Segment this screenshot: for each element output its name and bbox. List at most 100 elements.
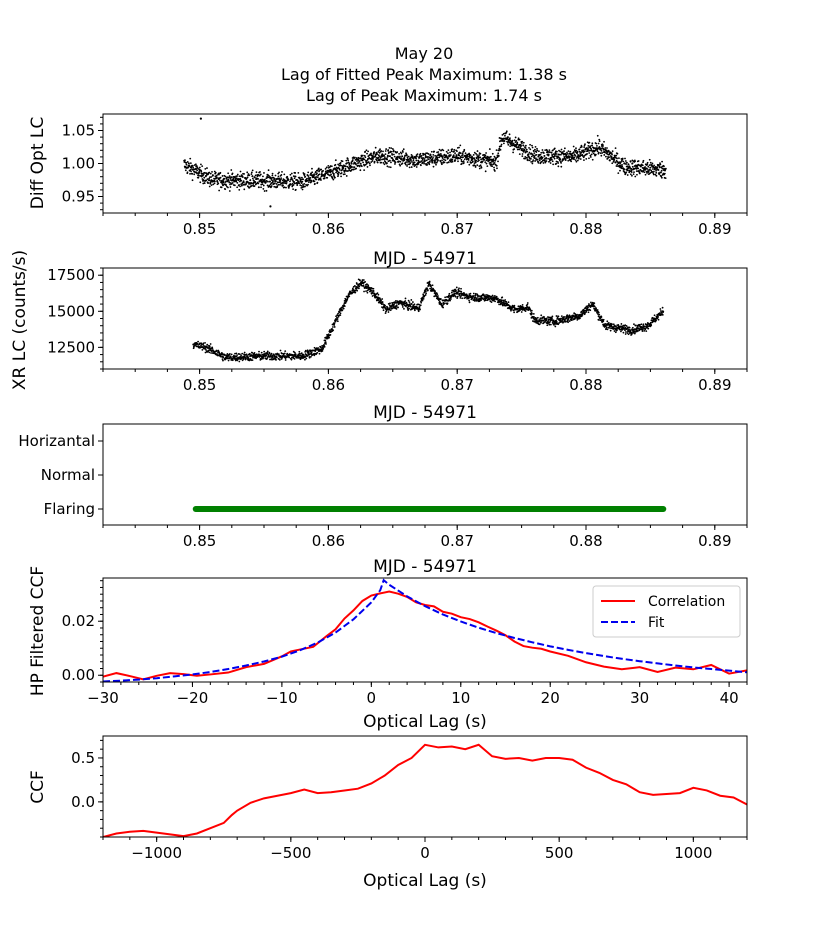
data-point [507, 136, 509, 139]
data-point [439, 152, 442, 155]
data-point [484, 299, 487, 302]
ccf-ylabel: CCF [28, 770, 48, 804]
data-point [561, 151, 564, 154]
data-point [495, 164, 498, 167]
data-point [285, 181, 288, 183]
data-point [277, 175, 280, 178]
data-point [199, 181, 202, 184]
data-point [635, 170, 638, 172]
data-point [448, 292, 451, 295]
data-point [202, 344, 205, 346]
data-point [302, 184, 304, 186]
data-point [447, 299, 450, 302]
data-point [631, 326, 634, 329]
data-point [500, 299, 503, 302]
data-point [375, 151, 378, 154]
data-point [377, 151, 380, 153]
data-point [444, 159, 447, 162]
data-point [382, 309, 385, 312]
data-point [591, 158, 594, 161]
data-point [571, 319, 573, 321]
data-point [401, 306, 404, 308]
data-point [638, 323, 641, 326]
data-point [552, 149, 554, 152]
data-point [616, 157, 618, 160]
data-point [247, 173, 250, 175]
data-point [435, 161, 438, 164]
data-point [286, 175, 289, 178]
data-point [534, 146, 537, 148]
data-point [522, 141, 525, 144]
data-point [630, 171, 633, 173]
y-tick-label: 1.00 [62, 155, 95, 173]
data-point [246, 355, 249, 358]
data-point [654, 173, 657, 176]
data-point [521, 305, 524, 308]
data-point [456, 295, 459, 298]
data-point [313, 354, 316, 357]
data-point [532, 312, 535, 315]
data-point [502, 142, 505, 145]
x-tick-label: −20 [177, 689, 209, 707]
data-point [377, 293, 380, 296]
data-point [540, 321, 542, 324]
data-point [344, 167, 347, 170]
data-point [386, 162, 388, 164]
data-point [327, 165, 330, 167]
data-point [591, 142, 594, 145]
data-point [304, 175, 307, 178]
data-point [401, 155, 404, 158]
data-point [316, 351, 319, 354]
data-point [357, 156, 360, 159]
data-point [293, 182, 296, 185]
data-point [568, 320, 571, 323]
data-point [539, 317, 542, 320]
data-point [490, 155, 492, 158]
data-point [186, 161, 189, 163]
data-point [460, 162, 463, 165]
data-point [276, 185, 279, 187]
data-point [530, 157, 532, 160]
data-point [438, 148, 441, 151]
data-point [633, 171, 635, 174]
x-tick-label: 0.88 [569, 532, 602, 550]
data-point [529, 308, 532, 311]
data-point [589, 309, 592, 312]
data-point [365, 285, 368, 288]
data-point [205, 175, 207, 178]
data-point [474, 294, 477, 297]
data-point [517, 305, 520, 308]
data-point [187, 166, 190, 169]
data-point [358, 165, 361, 168]
data-point [440, 154, 443, 157]
data-point [320, 168, 323, 171]
data-point [526, 302, 529, 304]
data-point [489, 161, 492, 164]
data-point [316, 176, 319, 179]
data-point [237, 179, 240, 182]
data-point [458, 294, 461, 297]
data-point [606, 147, 608, 149]
data-point [557, 323, 560, 326]
data-point [277, 183, 280, 186]
data-point [233, 354, 235, 357]
data-point [294, 188, 297, 191]
data-point [283, 352, 286, 355]
data-point [455, 286, 458, 289]
data-point [439, 298, 442, 300]
data-point [339, 162, 342, 164]
data-point [388, 166, 390, 168]
data-point [311, 167, 313, 170]
data-point [294, 353, 297, 356]
data-point [363, 290, 365, 293]
data-point [646, 163, 649, 166]
data-point [283, 173, 286, 176]
data-point [352, 166, 354, 169]
data-point [500, 143, 503, 146]
data-point [573, 158, 575, 161]
data-point [209, 181, 212, 184]
data-point [586, 152, 588, 155]
data-point [603, 140, 605, 143]
data-point [429, 161, 431, 163]
data-point [227, 186, 229, 189]
